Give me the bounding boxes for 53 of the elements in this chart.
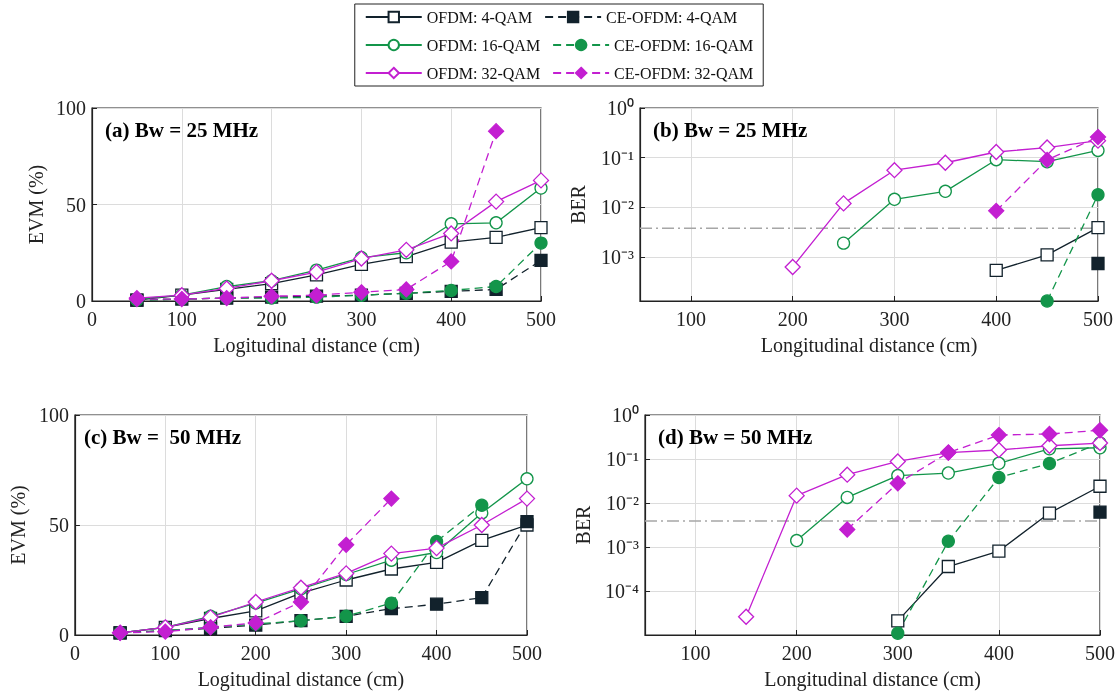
x-tick-label: 100 [150, 642, 181, 664]
x-axis-title: Logitudinal distance (cm) [213, 334, 420, 357]
legend-label: OFDM: 16-QAM [426, 36, 541, 54]
y-tick-label: 10⁻³ [606, 536, 639, 558]
legend-label: OFDM: 4-QAM [426, 8, 533, 26]
x-tick-label: 400 [436, 308, 467, 330]
x-tick-label: 400 [981, 308, 1012, 330]
y-tick-label: 100 [56, 97, 86, 119]
y-tick-label: 10⁻³ [601, 245, 634, 268]
y-tick-label: 100 [38, 404, 69, 426]
x-axis-title: Logitudinal distance (cm) [197, 668, 405, 691]
y-axis-title: BER [572, 504, 594, 545]
legend-label: CE-OFDM: 32-QAM [614, 64, 754, 82]
x-axis-title: Longitudinal distance (cm) [764, 668, 981, 691]
x-tick-label: 500 [512, 642, 542, 664]
y-tick-label: 10⁻¹ [606, 448, 639, 470]
legend-label: CE-OFDM: 16-QAM [614, 36, 754, 54]
text: (b) Bw = 25 MHz [653, 117, 808, 142]
x-tick-label: 100 [675, 308, 706, 330]
text: (a) Bw = 25 MHz [105, 117, 259, 142]
chart-title: (d) Bw = 50 MHz [658, 424, 813, 449]
y-axis-title: EVM (%) [25, 164, 48, 245]
x-tick-label: 100 [680, 642, 711, 664]
x-tick-label: 300 [882, 642, 913, 664]
y-tick-label: 50 [66, 193, 86, 216]
y-tick-label: 10⁰ [612, 404, 639, 426]
chart-title: (c) Bw = 50 MHz [84, 424, 242, 449]
x-tick-label: 500 [526, 308, 556, 330]
y-tick-label: 10⁻⁴ [605, 580, 640, 602]
x-axis-title: Longitudinal distance (cm) [760, 334, 978, 357]
y-axis-title: BER [567, 184, 589, 224]
x-tick-label: 400 [983, 642, 1014, 664]
y-tick-label: 10⁻² [601, 196, 634, 219]
y-axis-title: EVM (%) [7, 485, 30, 565]
y-tick-label: 0 [58, 624, 69, 646]
x-tick-label: 300 [331, 642, 362, 664]
x-tick-label: 200 [781, 642, 812, 664]
x-tick-label: 400 [421, 642, 452, 664]
x-tick-label: 300 [879, 308, 910, 330]
y-tick-label: 50 [48, 514, 69, 536]
legend-label: OFDM: 32-QAM [426, 64, 541, 82]
y-tick-label: 0 [76, 290, 86, 312]
y-tick-label: 10⁻¹ [601, 146, 634, 169]
x-tick-label: 200 [256, 308, 287, 330]
x-tick-label: 200 [777, 308, 808, 330]
x-tick-label: 300 [346, 308, 377, 330]
x-tick-label: 500 [1085, 642, 1115, 664]
x-tick-label: 200 [240, 642, 271, 664]
y-tick-label: 10⁰ [607, 97, 634, 119]
x-tick-label: 500 [1083, 308, 1113, 330]
y-tick-label: 10⁻² [606, 492, 639, 514]
x-tick-label: 100 [166, 308, 197, 330]
legend-label: CE-OFDM: 4-QAM [606, 8, 738, 26]
